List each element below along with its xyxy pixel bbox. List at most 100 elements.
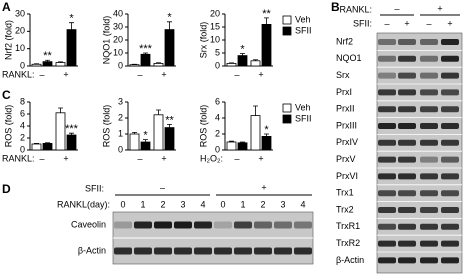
significance: ** bbox=[262, 8, 271, 20]
condition-value: – bbox=[394, 3, 399, 13]
error-bar bbox=[34, 143, 39, 144]
band bbox=[378, 207, 396, 213]
band bbox=[254, 247, 272, 255]
bar bbox=[140, 141, 151, 151]
significance: ** bbox=[43, 50, 52, 62]
band bbox=[294, 221, 312, 229]
y-tick-label: 2 bbox=[118, 112, 123, 122]
condition-label: SFII: bbox=[85, 183, 104, 193]
significance: *** bbox=[65, 123, 79, 135]
band bbox=[378, 173, 396, 180]
y-tick-label: 0 bbox=[215, 60, 220, 70]
bar bbox=[250, 60, 261, 67]
significance: * bbox=[143, 130, 148, 142]
band bbox=[398, 39, 416, 45]
condition-value: 4 bbox=[300, 199, 305, 209]
legend-label: Veh bbox=[295, 14, 311, 24]
row-label: Trx2 bbox=[336, 204, 354, 214]
band bbox=[441, 207, 459, 213]
blot bbox=[376, 32, 463, 274]
band bbox=[274, 247, 292, 255]
row-label: Nrf2 bbox=[336, 36, 353, 46]
y-tick-label: 20 bbox=[15, 26, 25, 36]
band bbox=[441, 257, 459, 264]
band bbox=[378, 190, 396, 197]
condition-value: – bbox=[160, 182, 165, 192]
condition-value: 0 bbox=[220, 199, 225, 209]
x-tick-label: + bbox=[161, 69, 166, 79]
x-axis-label: RANKL: bbox=[2, 153, 35, 163]
row-label: TrxR2 bbox=[336, 238, 360, 248]
row-label: Srx bbox=[336, 70, 350, 80]
bar bbox=[42, 61, 53, 67]
bar bbox=[31, 63, 42, 67]
band bbox=[378, 240, 396, 247]
legend-swatch bbox=[282, 103, 292, 113]
condition-value: 3 bbox=[180, 199, 185, 209]
x-tick-label: + bbox=[63, 153, 68, 163]
band bbox=[420, 257, 438, 264]
band bbox=[420, 223, 438, 230]
error-bar bbox=[143, 139, 148, 142]
y-tick-label: 20 bbox=[113, 34, 123, 44]
band bbox=[420, 72, 438, 79]
band bbox=[398, 223, 416, 230]
band bbox=[420, 173, 438, 180]
row-label: Trx1 bbox=[336, 188, 354, 198]
x-tick-label: – bbox=[137, 153, 142, 163]
y-tick-label: 20 bbox=[210, 8, 220, 18]
band bbox=[134, 221, 152, 229]
bar bbox=[250, 115, 261, 151]
band bbox=[441, 39, 459, 45]
error-bar bbox=[143, 52, 148, 55]
bar bbox=[129, 64, 140, 67]
y-tick-label: 30 bbox=[113, 21, 123, 31]
bar bbox=[153, 63, 164, 67]
significance: * bbox=[69, 13, 74, 25]
x-tick-label: – bbox=[39, 69, 44, 79]
band bbox=[114, 221, 132, 229]
error-bar bbox=[229, 62, 234, 64]
y-axis-label: ROS (fold) bbox=[198, 105, 208, 148]
error-bar bbox=[229, 140, 234, 142]
y-tick-label: 2 bbox=[215, 128, 220, 138]
x-tick-label: – bbox=[137, 69, 142, 79]
band bbox=[378, 123, 396, 129]
band bbox=[441, 72, 459, 79]
condition-value: + bbox=[447, 18, 452, 28]
row-label: PrxVI bbox=[336, 171, 358, 181]
significance: ** bbox=[165, 114, 174, 126]
row-label: PrxI bbox=[336, 87, 352, 97]
band bbox=[214, 247, 232, 255]
error-bar bbox=[34, 63, 39, 65]
y-tick-label: 4 bbox=[20, 120, 25, 130]
legend-swatch bbox=[282, 114, 292, 124]
band bbox=[378, 55, 396, 62]
condition-value: 4 bbox=[200, 199, 205, 209]
error-bar bbox=[240, 141, 245, 143]
error-bar bbox=[253, 105, 258, 116]
row-label: PrxIV bbox=[336, 137, 358, 147]
error-bar bbox=[253, 59, 258, 61]
band bbox=[420, 55, 438, 62]
band bbox=[114, 247, 132, 255]
x-tick-label: + bbox=[63, 69, 68, 79]
bar bbox=[153, 114, 164, 151]
condition-label: SFII: bbox=[353, 18, 372, 28]
error-bar bbox=[45, 59, 50, 62]
y-axis-label: ROS (fold) bbox=[3, 105, 13, 148]
y-tick-label: 30 bbox=[15, 8, 25, 18]
band bbox=[420, 106, 438, 113]
bar bbox=[129, 133, 140, 151]
y-tick-label: 0 bbox=[118, 60, 123, 70]
y-tick-label: 10 bbox=[113, 47, 123, 57]
band bbox=[294, 247, 312, 255]
condition-value: 1 bbox=[140, 199, 145, 209]
row-label: NQO1 bbox=[336, 53, 362, 63]
x-tick-label: – bbox=[234, 69, 239, 79]
error-bar bbox=[58, 107, 63, 113]
condition-label: RANKL: bbox=[339, 4, 372, 14]
band bbox=[154, 247, 172, 255]
y-tick-label: 6 bbox=[215, 96, 220, 106]
band bbox=[398, 156, 416, 163]
